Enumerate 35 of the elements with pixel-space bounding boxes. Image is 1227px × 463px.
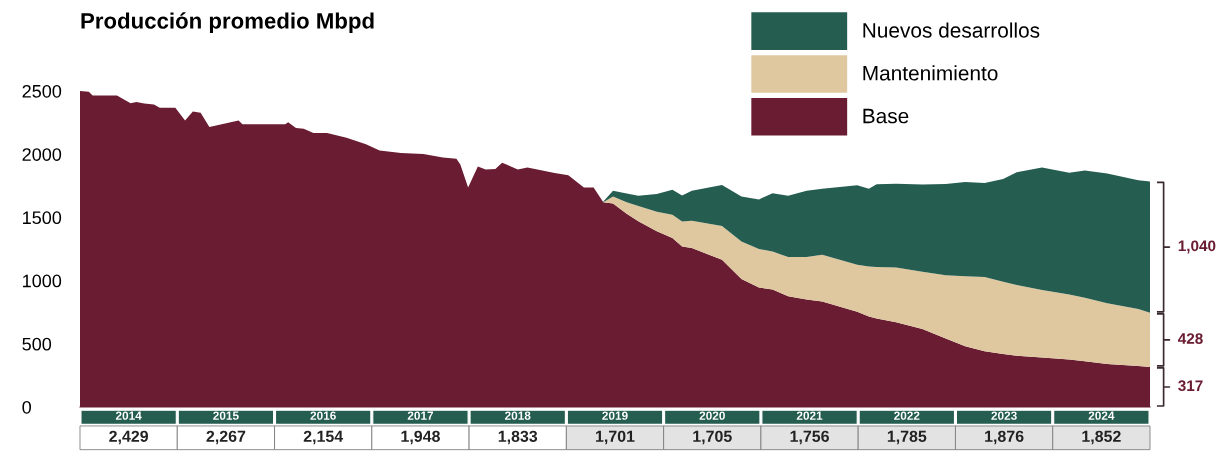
- text: 1,701: [596, 430, 635, 445]
- text: 317: [1178, 380, 1203, 392]
- text: 1,833: [498, 430, 538, 445]
- x-tick-label: 2018: [505, 411, 531, 420]
- legend-label: Nuevos desarrollos: [863, 22, 1040, 38]
- x-tick-label: 2016: [310, 411, 336, 420]
- x-tick-label: 2023: [991, 411, 1017, 420]
- x-tick-label: 2015: [213, 411, 239, 420]
- x-tick-label: 2021: [796, 411, 823, 420]
- x-tick-label: 2017: [407, 411, 434, 420]
- x-tick-label: 2014: [115, 411, 142, 420]
- y-tick-label: 0: [22, 400, 31, 414]
- legend-label: Mantenimiento: [863, 65, 998, 81]
- x-tick-label: 2024: [1088, 411, 1115, 420]
- text: 2,267: [206, 430, 246, 445]
- x-tick-label: 2020: [699, 411, 725, 420]
- y-tick-label: 500: [22, 337, 52, 351]
- text: 1,756: [790, 430, 829, 445]
- text: 1,785: [887, 430, 927, 445]
- x-tick-label: 2022: [894, 411, 920, 420]
- y-tick-label: 2000: [22, 148, 62, 161]
- legend-label: Base: [863, 108, 909, 124]
- text: 1,876: [985, 430, 1024, 445]
- y-tick-label: 1000: [23, 274, 62, 288]
- y-tick-label: 2500: [22, 84, 62, 98]
- text: 1,040: [1178, 240, 1216, 254]
- text: 428: [1178, 333, 1203, 344]
- text: 1,852: [1082, 430, 1121, 445]
- text: 2,429: [109, 430, 149, 445]
- chart-title: Producción promedio Mbpd: [81, 12, 374, 34]
- y-tick-label: 1500: [23, 211, 62, 225]
- x-tick-label: 2019: [602, 411, 628, 420]
- text: 1,948: [401, 430, 440, 445]
- text: 2,154: [303, 430, 344, 445]
- text: 1,705: [693, 430, 732, 445]
